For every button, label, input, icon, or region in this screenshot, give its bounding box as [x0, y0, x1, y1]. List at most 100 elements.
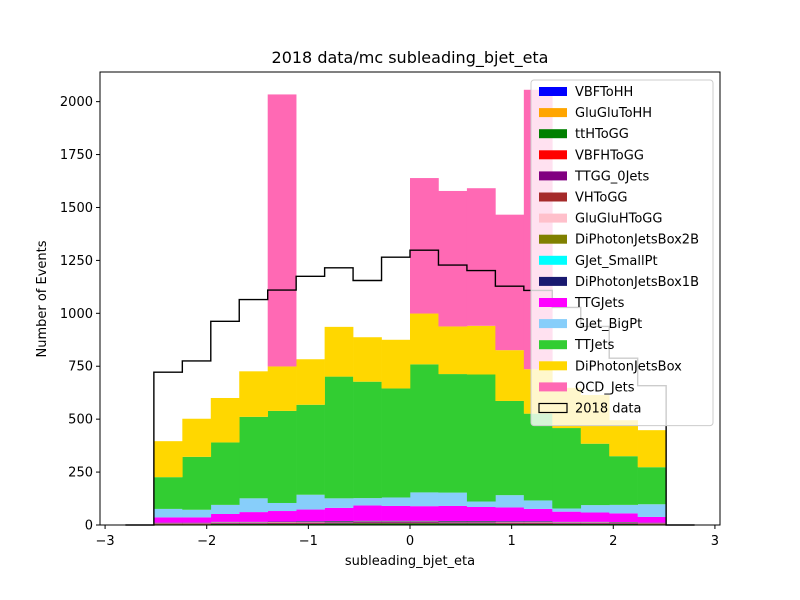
bar-ttgjets-12 — [466, 507, 496, 521]
bar-qcd-jets-5 — [267, 94, 297, 367]
bar-ttjets-9 — [381, 388, 411, 498]
bar-gjet-bigpt-6 — [296, 494, 325, 510]
bar-ttgg-0jets-13 — [495, 522, 525, 524]
bar-ttgg-0jets-9 — [381, 522, 411, 524]
bar-ttgjets-1 — [153, 517, 183, 523]
bar-tthtogg-7 — [324, 523, 354, 525]
series-ttgg-0jets — [153, 522, 667, 524]
bar-gjet-bigpt-5 — [267, 502, 297, 512]
bar-qcd-jets-11 — [438, 190, 468, 327]
bar-gjet-bigpt-15 — [552, 508, 582, 512]
legend-swatch-diphotonjetsbox1b — [539, 276, 567, 286]
bar-tthtogg-14 — [523, 523, 553, 525]
legend-label-2018-data: 2018 data — [575, 402, 642, 417]
bar-diphotonjetsbox1b-10 — [410, 520, 439, 522]
bar-diphotonjetsbox-4 — [239, 371, 269, 417]
legend-label-ttgg-0jets: TTGG_0Jets — [574, 169, 650, 184]
bar-ttgjets-18 — [637, 516, 667, 523]
bar-gjet-bigpt-13 — [495, 495, 525, 508]
legend-label-gjet-bigpt: GJet_BigPt — [575, 317, 642, 332]
y-tick-label: 500 — [68, 413, 93, 428]
legend-label-tthtogg: ttHToGG — [575, 127, 629, 142]
x-tick-label: 1 — [507, 534, 515, 549]
legend-label-diphotonjetsbox2b: DiPhotonJetsBox2B — [575, 233, 699, 248]
bar-ttgjets-5 — [267, 511, 297, 522]
bar-ttjets-11 — [438, 374, 468, 493]
legend-swatch-diphotonjetsbox — [539, 361, 567, 371]
legend-swatch-gluglutohh — [539, 108, 567, 118]
bar-diphotonjetsbox-9 — [381, 339, 411, 389]
bar-tthtogg-10 — [410, 523, 439, 525]
bar-diphotonjetsbox-7 — [324, 326, 354, 377]
bar-gjet-bigpt-2 — [182, 509, 212, 518]
bar-ttjets-14 — [523, 413, 553, 501]
bar-ttgjets-15 — [552, 511, 582, 522]
legend-swatch-tthtogg — [539, 129, 567, 139]
legend-label-gjet-smallpt: GJet_SmallPt — [575, 254, 658, 269]
bar-tthtogg-17 — [609, 523, 638, 525]
legend-swatch-ttjets — [539, 340, 567, 350]
bar-ttjets-2 — [182, 456, 212, 510]
bar-ttjets-17 — [609, 456, 638, 505]
bar-tthtogg-6 — [296, 523, 325, 525]
bar-tthtogg-4 — [239, 523, 269, 525]
bar-qcd-jets-13 — [495, 214, 525, 351]
x-tick-label: 2 — [609, 534, 617, 549]
legend-label-ttgjets: TTGJets — [574, 296, 625, 311]
legend-label-vbfhtogg: VBFHToGG — [575, 148, 644, 163]
series-diphotonjetsbox — [153, 313, 667, 478]
bar-diphotonjetsbox-6 — [296, 359, 325, 405]
legend-box — [530, 79, 714, 427]
bar-ttgjets-13 — [495, 507, 525, 522]
bar-ttjets-7 — [324, 376, 354, 499]
series-ttjets — [153, 364, 667, 510]
bar-qcd-jets-12 — [466, 188, 496, 326]
bar-ttgjets-8 — [353, 505, 382, 521]
bar-ttjets-5 — [267, 410, 297, 503]
bar-tthtogg-3 — [210, 523, 240, 525]
bar-gjet-bigpt-8 — [353, 498, 382, 506]
legend-swatch-vhtogg — [539, 192, 567, 202]
bar-diphotonjetsbox1b-13 — [495, 521, 525, 522]
bar-diphotonjetsbox-10 — [410, 313, 439, 365]
series-ttgjets — [153, 505, 667, 523]
bar-gjet-bigpt-4 — [239, 498, 269, 513]
legend-label-ttjets: TTJets — [574, 338, 615, 353]
bar-ttgg-0jets-10 — [410, 522, 439, 524]
y-tick-label: 0 — [85, 519, 93, 534]
bar-diphotonjetsbox-11 — [438, 326, 468, 375]
legend-swatch-vbftohh — [539, 87, 567, 96]
legend-label-diphotonjetsbox: DiPhotonJetsBox — [575, 359, 682, 374]
legend-swatch-vbfhtogg — [539, 150, 567, 160]
bar-ttgjets-6 — [296, 509, 325, 522]
bar-gjet-bigpt-9 — [381, 497, 411, 506]
series-tthtogg — [153, 523, 667, 525]
bar-gjet-bigpt-16 — [580, 505, 610, 513]
legend-swatch-diphotonjetsbox2b — [539, 234, 567, 244]
legend-swatch-ttgg-0jets — [539, 171, 567, 181]
x-tick-label: 3 — [711, 534, 719, 549]
bar-ttgjets-9 — [381, 505, 411, 521]
series-diphotonjetsbox2b — [153, 521, 667, 524]
legend-swatch-gjet-smallpt — [539, 255, 567, 265]
bar-tthtogg-8 — [353, 523, 382, 525]
series-gjet-bigpt — [153, 492, 667, 518]
y-tick-label: 1250 — [60, 254, 93, 269]
bar-tthtogg-13 — [495, 523, 525, 525]
bar-gjet-bigpt-14 — [523, 500, 553, 509]
bar-diphotonjetsbox-12 — [466, 325, 496, 375]
bar-ttjets-10 — [410, 364, 439, 493]
bar-ttgjets-3 — [210, 513, 240, 522]
y-tick-label: 1750 — [60, 148, 93, 163]
x-tick-label: −1 — [299, 534, 318, 549]
series-vhtogg — [153, 522, 667, 524]
bar-diphotonjetsbox1b-6 — [296, 521, 325, 522]
series-glugluhtogg — [153, 521, 667, 524]
y-tick-label: 1000 — [60, 307, 93, 322]
legend: VBFToHH GluGluToHH ttHToGG VBFHToGG TTGG_0Je… — [530, 79, 714, 427]
bar-ttgg-0jets-14 — [523, 522, 553, 524]
bar-ttgjets-17 — [609, 513, 638, 523]
legend-label-qcd-jets: QCD_Jets — [575, 380, 635, 395]
bar-ttjets-8 — [353, 381, 382, 499]
bar-tthtogg-15 — [552, 523, 582, 525]
